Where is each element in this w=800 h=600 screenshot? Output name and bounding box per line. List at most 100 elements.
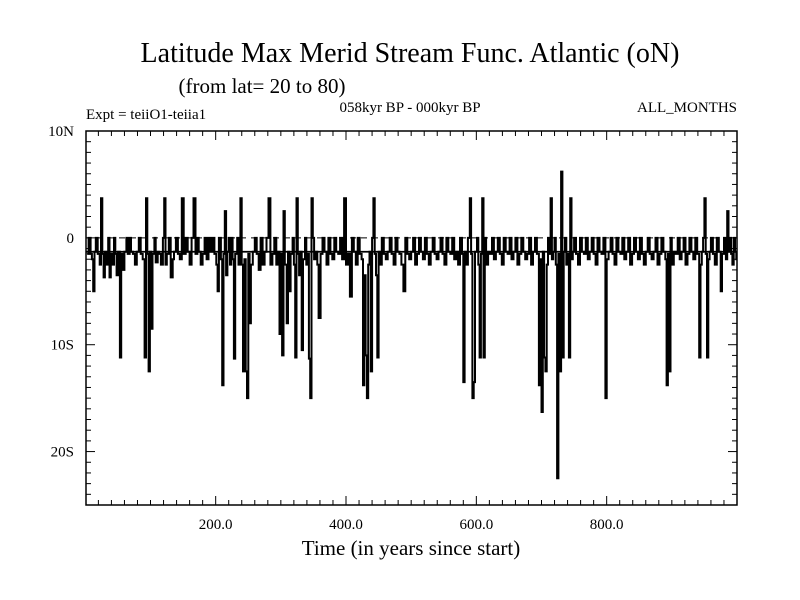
data-point <box>113 237 115 239</box>
data-point <box>507 253 509 255</box>
data-point <box>110 253 112 255</box>
data-point <box>95 237 97 239</box>
data-point <box>256 253 258 255</box>
data-point <box>658 253 661 255</box>
data-point <box>701 251 703 253</box>
data-point <box>493 258 495 260</box>
data-point <box>692 258 694 260</box>
data-point <box>688 237 691 239</box>
data-point <box>287 251 289 253</box>
data-point <box>459 237 461 239</box>
data-point <box>561 356 563 359</box>
data-point <box>727 251 730 253</box>
data-point <box>654 237 657 239</box>
data-point <box>246 397 248 399</box>
data-point <box>617 251 619 253</box>
data-point <box>604 397 606 399</box>
data-point <box>267 197 270 199</box>
data-point <box>495 251 497 253</box>
data-point <box>248 322 251 324</box>
data-point <box>104 251 106 253</box>
data-point <box>552 251 554 253</box>
y-tick-label: 10S <box>51 338 74 354</box>
data-point <box>666 384 668 386</box>
data-point <box>408 258 410 260</box>
data-point <box>505 251 507 253</box>
data-point <box>327 237 330 239</box>
data-point <box>127 253 129 255</box>
data-point <box>583 253 585 255</box>
data-point <box>404 237 406 239</box>
data-point <box>362 384 364 386</box>
data-point <box>518 253 520 255</box>
data-point <box>526 253 528 255</box>
data-point <box>234 253 236 255</box>
data-point <box>396 251 399 253</box>
data-point <box>144 356 146 359</box>
data-point <box>102 276 105 278</box>
data-point <box>316 263 318 266</box>
data-point <box>699 263 702 266</box>
data-point <box>329 253 331 255</box>
data-point <box>637 258 639 260</box>
data-point <box>130 251 132 253</box>
data-point <box>173 251 175 253</box>
data-point <box>447 251 449 253</box>
data-point <box>209 251 212 253</box>
data-point <box>347 253 349 255</box>
data-point <box>669 237 672 239</box>
data-point <box>690 251 692 253</box>
data-point <box>660 237 663 239</box>
data-point <box>297 253 299 255</box>
data-point <box>524 258 526 260</box>
data-point <box>226 251 229 253</box>
data-point <box>91 258 93 260</box>
data-point <box>179 258 181 260</box>
data-point <box>651 258 653 260</box>
data-point <box>291 237 294 239</box>
data-point <box>470 253 472 255</box>
data-point <box>376 356 378 359</box>
data-point <box>729 237 731 239</box>
data-point <box>243 258 245 260</box>
data-point <box>540 411 543 413</box>
data-point <box>129 237 131 239</box>
data-point <box>573 237 575 239</box>
data-point <box>371 237 373 239</box>
data-point <box>667 253 669 255</box>
data-point <box>239 197 242 199</box>
data-point <box>671 263 673 266</box>
data-point <box>247 253 249 255</box>
data-point <box>218 237 220 239</box>
data-point <box>501 263 503 266</box>
data-point <box>606 258 608 260</box>
data-point <box>177 253 179 255</box>
chart-title: Latitude Max Merid Stream Func. Atlantic… <box>141 38 680 69</box>
data-point <box>302 258 304 260</box>
data-point <box>602 237 605 239</box>
data-point <box>125 237 128 239</box>
data-point <box>275 263 277 266</box>
data-point <box>629 263 631 266</box>
data-point <box>581 251 583 253</box>
data-point <box>469 197 471 199</box>
data-point <box>497 237 499 239</box>
y-tick-label: 10N <box>48 124 74 140</box>
data-point <box>308 358 310 360</box>
data-point <box>675 253 677 255</box>
data-point <box>149 251 151 253</box>
data-point <box>703 197 706 199</box>
data-point <box>97 253 99 255</box>
data-point <box>462 381 464 383</box>
data-point <box>301 349 303 351</box>
data-point <box>478 356 481 359</box>
data-point <box>150 328 152 330</box>
data-point <box>155 261 157 264</box>
data-point <box>484 237 486 239</box>
data-point <box>337 253 339 255</box>
data-point <box>225 274 227 276</box>
data-point <box>335 251 337 253</box>
data-point <box>406 253 408 255</box>
data-point <box>534 237 536 239</box>
data-point <box>187 251 189 253</box>
